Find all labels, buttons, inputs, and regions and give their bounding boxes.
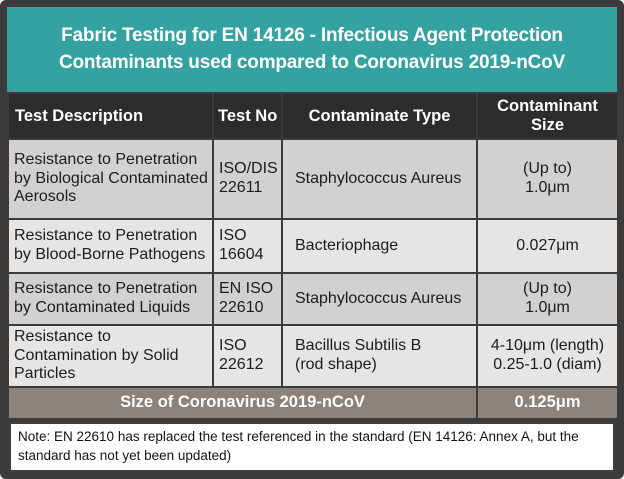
table-row: Resistance to Penetration by Biological …	[7, 138, 619, 220]
cell-contaminant-size: (Up to) 1.0μm	[476, 138, 619, 220]
cell-contaminate-type: Bacillus Subtilis B (rod shape)	[281, 324, 478, 388]
cell-test-no: ISO 22612	[212, 324, 283, 388]
title-line-2: Contaminants used compared to Coronaviru…	[58, 51, 566, 73]
cell-test-no: EN ISO 22610	[212, 272, 283, 326]
column-header-contaminate-type: Contaminate Type	[281, 92, 478, 140]
note-text: Note: EN 22610 has replaced the test ref…	[18, 429, 579, 463]
title-banner: Fabric Testing for EN 14126 - Infectious…	[7, 7, 617, 92]
table-row: Resistance to Contamination by Solid Par…	[7, 324, 619, 388]
cell-test-description: Resistance to Penetration by Biological …	[7, 138, 214, 220]
note-box: Note: EN 22610 has replaced the test ref…	[9, 422, 615, 472]
cell-contaminate-type: Staphylococcus Aureus	[281, 138, 478, 220]
cell-test-description: Resistance to Penetration by Contaminate…	[7, 272, 214, 326]
coronavirus-size-value: 0.125μm	[476, 386, 619, 420]
fabric-testing-table: Test Description Test No Contaminate Typ…	[7, 92, 619, 420]
table-row: Resistance to Penetration by Contaminate…	[7, 272, 619, 326]
coronavirus-summary-row: Size of Coronavirus 2019-nCoV 0.125μm	[7, 386, 619, 420]
cell-contaminant-size: 0.027μm	[476, 218, 619, 274]
coronavirus-size-label: Size of Coronavirus 2019-nCoV	[7, 386, 478, 420]
cell-test-no: ISO/DIS 22611	[212, 138, 283, 220]
column-header-test-description: Test Description	[7, 92, 214, 140]
title-line-1: Fabric Testing for EN 14126 - Infectious…	[61, 24, 563, 46]
cell-test-no: ISO 16604	[212, 218, 283, 274]
table-header-row: Test Description Test No Contaminate Typ…	[7, 92, 619, 140]
column-header-test-no: Test No	[212, 92, 283, 140]
table-row: Resistance to Penetration by Blood-Borne…	[7, 218, 619, 274]
cell-contaminant-size: (Up to) 1.0μm	[476, 272, 619, 326]
cell-test-description: Resistance to Contamination by Solid Par…	[7, 324, 214, 388]
cell-test-description: Resistance to Penetration by Blood-Borne…	[7, 218, 214, 274]
cell-contaminate-type: Bacteriophage	[281, 218, 478, 274]
column-header-contaminant-size: Contaminant Size	[476, 92, 619, 140]
cell-contaminate-type: Staphylococcus Aureus	[281, 272, 478, 326]
cell-contaminant-size: 4-10μm (length) 0.25-1.0 (diam)	[476, 324, 619, 388]
